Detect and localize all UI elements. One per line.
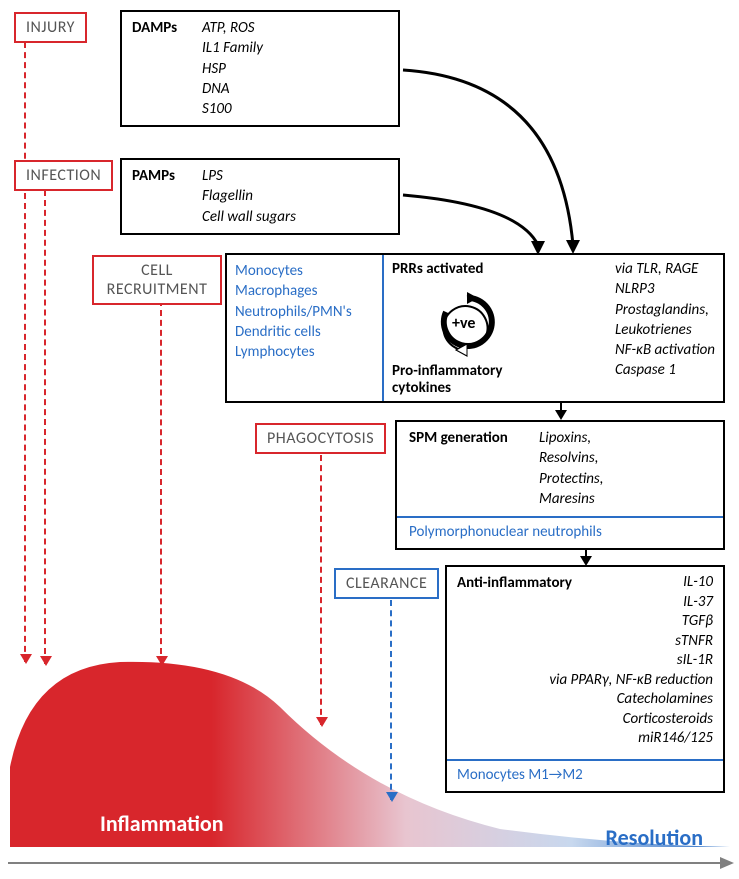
recruited-cells-list: Monocytes Macrophages Neutrophils/PMN's … [235,261,352,362]
stage-cell-recruitment: CELL RECRUITMENT [92,255,222,305]
cycle-label: +ve [452,313,475,335]
stage-phagocytosis: PHAGOCYTOSIS [255,423,386,454]
prr-item: via TLR, RAGE [615,259,715,279]
cell-item: Monocytes [235,261,352,281]
anti-item: sTNFR [549,632,713,652]
prr-items: via TLR, RAGE NLRP3 Prostaglandins, Leuk… [615,259,715,381]
anti-items: IL-10 IL-37 TGFβ sTNFR sIL-1R via PPARγ,… [549,573,713,749]
phase-inflammation-label: Inflammation [100,810,224,837]
damps-title: DAMPs [132,18,202,119]
prr-item: Prostaglandins, [615,300,715,320]
dash-arrow-phago [320,455,322,725]
spm-items: Lipoxins, Resolvins, Protectins, Maresin… [539,428,604,509]
pamps-item: Cell wall sugars [202,207,296,227]
stage-infection: INFECTION [14,160,113,191]
arrow-recruit-to-phago [560,403,562,418]
prr-activated-title: PRRs activated [392,259,483,279]
anti-item: IL-10 [549,573,713,593]
spm-item: Resolvins, [539,448,604,468]
spm-item: Maresins [539,489,604,509]
prr-item: NF-κB activation [615,340,715,360]
pro-inflammatory-title: Pro-inflammatory cytokines [392,363,532,398]
dash-arrow-injury [24,42,26,662]
spm-title: SPM generation [409,428,539,509]
arrow-phago-to-clearance [585,550,587,564]
cell-item: Lymphocytes [235,342,352,362]
dash-arrow-recruit [160,300,162,664]
timeline-axis [0,853,739,873]
damps-item: ATP, ROS [202,18,263,38]
anti-item: via PPARγ, NF-κB reduction [549,671,713,691]
anti-item: miR146/125 [549,729,713,749]
pamps-items: LPS Flagellin Cell wall sugars [202,166,296,227]
pamps-item: Flagellin [202,186,296,206]
damps-box: DAMPs ATP, ROS IL1 Family HSP DNA S100 [120,10,400,127]
pamps-item: LPS [202,166,296,186]
damps-item: HSP [202,59,263,79]
clearance-box: Anti-inflammatory IL-10 IL-37 TGFβ sTNFR… [445,565,725,793]
cell-item: Macrophages [235,281,352,301]
cell-item: Neutrophils/PMN's [235,302,352,322]
prr-item: Caspase 1 [615,360,715,380]
cell-item: Dendritic cells [235,322,352,342]
stage-injury: INJURY [14,12,87,43]
spm-item: Protectins, [539,469,604,489]
anti-item: IL-37 [549,593,713,613]
stage-clearance: CLEARANCE [334,568,439,599]
pamps-title: PAMPs [132,166,202,227]
stage-cell-recruitment-text: CELL RECRUITMENT [102,261,212,299]
phago-cells: Polymorphonuclear neutrophils [409,522,602,542]
dash-arrow-infection [44,190,46,664]
dash-arrow-clearance [390,600,392,800]
spm-item: Lipoxins, [539,428,604,448]
prr-item: Leukotrienes [615,320,715,340]
anti-item: TGFβ [549,612,713,632]
phagocytosis-box: SPM generation Lipoxins, Resolvins, Prot… [395,420,725,550]
anti-item: Corticosteroids [549,710,713,730]
cell-recruitment-box: Monocytes Macrophages Neutrophils/PMN's … [225,253,725,403]
damps-item: IL1 Family [202,38,263,58]
damps-items: ATP, ROS IL1 Family HSP DNA S100 [202,18,263,119]
prr-item: NLRP3 [615,279,715,299]
phase-resolution-label: Resolution [606,824,703,851]
clearance-cells: Monocytes M1→M2 [457,765,583,785]
anti-item: Catecholamines [549,690,713,710]
damps-item: DNA [202,79,263,99]
pamps-box: PAMPs LPS Flagellin Cell wall sugars [120,158,400,235]
anti-item: sIL-1R [549,651,713,671]
damps-item: S100 [202,99,263,119]
